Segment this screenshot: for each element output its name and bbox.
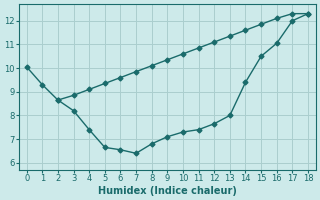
X-axis label: Humidex (Indice chaleur): Humidex (Indice chaleur) <box>98 186 237 196</box>
